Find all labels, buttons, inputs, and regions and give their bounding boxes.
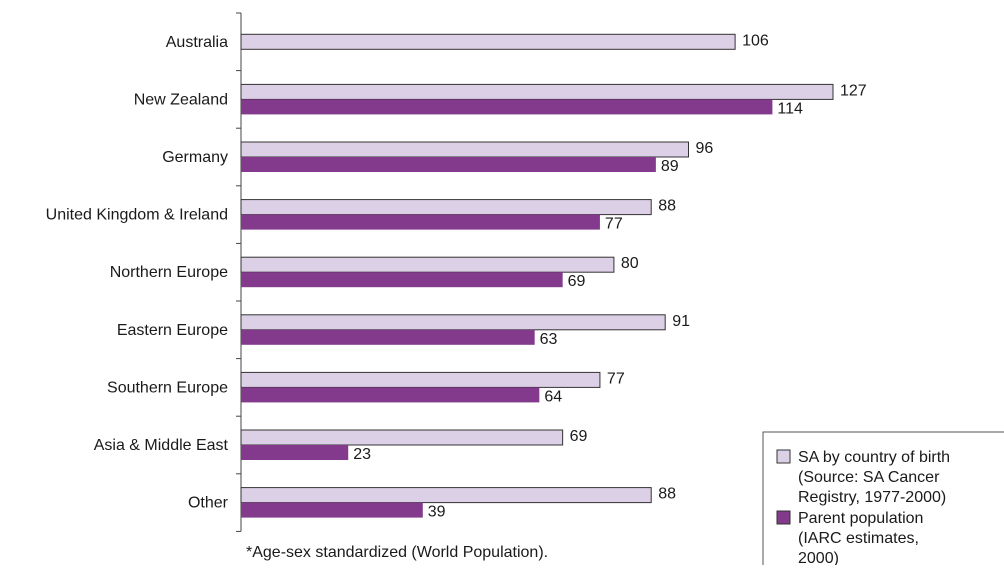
value-label-sa-new-zealand: 127 (840, 82, 867, 99)
category-label-other: Other (188, 495, 229, 512)
bar-sa-new-zealand (240, 83, 834, 100)
legend-label-sa-line-1: SA by country of birth (798, 449, 950, 466)
category-label-asia-and-middle-east: Asia & Middle East (94, 437, 229, 454)
legend-label-sa-line-3: Registry, 1977-2000) (798, 489, 946, 506)
value-label-parent-germany: 89 (661, 158, 679, 175)
value-label-sa-other: 88 (658, 486, 676, 503)
category-label-southern-europe: Southern Europe (107, 379, 228, 396)
category-label-eastern-europe: Eastern Europe (117, 322, 228, 339)
value-label-sa-northern-europe: 80 (621, 255, 639, 272)
bar-parent-united-kingdom-and-ireland (241, 214, 600, 230)
legend-label-parent-line-3: 2000) (798, 550, 839, 565)
value-label-parent-new-zealand: 114 (777, 100, 803, 117)
value-label-parent-asia-and-middle-east: 23 (353, 446, 371, 463)
category-label-northern-europe: Northern Europe (110, 264, 228, 281)
value-label-parent-northern-europe: 69 (568, 273, 586, 290)
bar-sa-asia-and-middle-east (240, 429, 564, 446)
bar-sa-united-kingdom-and-ireland (240, 199, 652, 216)
category-label-new-zealand: New Zealand (134, 91, 228, 108)
legend-swatch-sa (776, 449, 791, 464)
value-label-parent-southern-europe: 64 (544, 388, 562, 405)
bar-sa-germany (240, 141, 689, 158)
value-label-sa-eastern-europe: 91 (672, 313, 690, 330)
legend-label-parent-line-1: Parent population (798, 510, 923, 527)
bar-sa-northern-europe (240, 256, 615, 273)
bar-parent-northern-europe (241, 272, 563, 288)
bar-parent-other (241, 502, 423, 518)
value-label-parent-united-kingdom-and-ireland: 77 (605, 216, 623, 233)
bar-parent-asia-and-middle-east (241, 445, 349, 460)
bar-parent-eastern-europe (241, 329, 535, 345)
legend-swatch-parent (776, 510, 791, 525)
category-label-australia: Australia (166, 34, 228, 51)
value-label-sa-united-kingdom-and-ireland: 88 (658, 198, 676, 215)
value-label-parent-eastern-europe: 63 (540, 331, 558, 348)
plot-area: Australia 106 New Zealand 127 114 Germany 96 89… (46, 12, 867, 532)
legend-label-sa: SA by country of birth (Source: SA Cance… (798, 449, 955, 506)
value-label-parent-other: 39 (428, 504, 446, 521)
bar-parent-germany (241, 157, 656, 172)
value-label-sa-australia: 106 (742, 32, 769, 49)
value-label-sa-germany: 96 (695, 140, 713, 157)
category-label-united-kingdom-and-ireland: United Kingdom & Ireland (46, 207, 228, 224)
bar-sa-other (240, 487, 652, 504)
bar-sa-australia (240, 33, 736, 50)
legend-label-parent: Parent population (IARC estimates, 2000) (798, 510, 928, 565)
bar-sa-southern-europe (240, 371, 601, 388)
value-label-sa-asia-and-middle-east: 69 (570, 428, 588, 445)
legend-label-parent-line-2: (IARC estimates, (798, 530, 919, 547)
legend-box (762, 431, 1004, 570)
bar-parent-southern-europe (241, 387, 540, 403)
footnote: *Age-sex standardized (World Population)… (246, 544, 548, 561)
legend: SA by country of birth (Source: SA Cance… (762, 431, 1004, 570)
bar-sa-eastern-europe (240, 314, 666, 331)
legend-label-sa-line-2: (Source: SA Cancer (798, 469, 940, 486)
bar-parent-new-zealand (241, 99, 773, 115)
value-label-sa-southern-europe: 77 (607, 370, 625, 387)
category-label-germany: Germany (162, 149, 228, 166)
